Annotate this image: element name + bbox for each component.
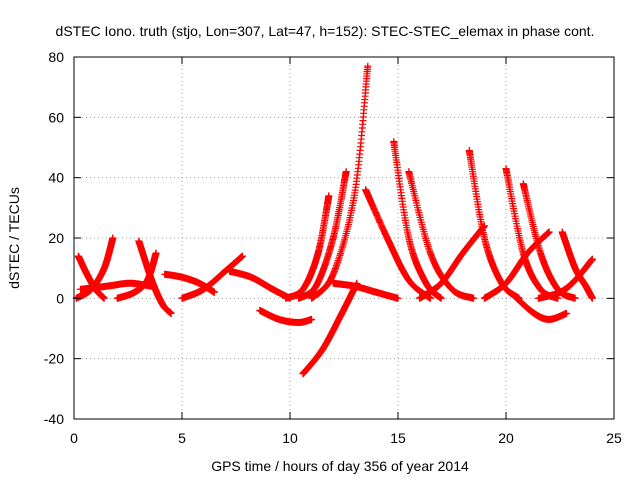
data-series [308, 62, 372, 302]
series-17-markers [416, 222, 488, 302]
y-axis-label: dSTEC / TECUs [6, 187, 22, 289]
data-series [465, 147, 523, 302]
data-series [256, 306, 316, 326]
data-series [178, 252, 246, 302]
y-tick-label: -40 [44, 411, 64, 427]
series-18-markers [465, 147, 523, 302]
series-23-markers [534, 255, 596, 302]
series-22-markers [513, 294, 570, 323]
data-series [299, 279, 361, 378]
data-series [416, 222, 488, 302]
data-series [282, 192, 333, 302]
x-tick-label: 10 [282, 430, 298, 446]
y-tick-label: 0 [56, 290, 64, 306]
series-11-markers [299, 279, 361, 378]
x-tick-label: 5 [178, 430, 186, 446]
data-series [519, 180, 579, 302]
chart-title: dSTEC Iono. truth (stjo, Lon=307, Lat=47… [56, 23, 595, 39]
y-tick-label: 60 [48, 109, 64, 125]
data-series [534, 255, 596, 302]
series-8-markers [256, 306, 316, 326]
x-tick-label: 15 [390, 430, 406, 446]
data-series [513, 294, 570, 323]
series-9-markers [282, 192, 333, 302]
series-13-markers [329, 279, 402, 302]
series-7-markers [226, 267, 294, 302]
x-tick-label: 0 [70, 430, 78, 446]
series-12-markers [308, 62, 372, 302]
data-series [329, 279, 402, 302]
y-tick-label: 80 [48, 49, 64, 65]
series-21-markers [519, 180, 579, 302]
y-tick-label: -20 [44, 351, 64, 367]
data-series [295, 168, 350, 302]
axes: 0 5 10 15 20 25 -40 -20 0 20 40 60 80 [44, 49, 622, 446]
y-tick-label: 20 [48, 230, 64, 246]
series-24-markers [558, 228, 596, 302]
x-tick-label: 20 [498, 430, 514, 446]
x-axis-label: GPS time / hours of day 356 of year 2014 [211, 458, 469, 474]
data-series [135, 237, 175, 317]
x-tick-label: 25 [606, 430, 622, 446]
data-series [226, 267, 294, 302]
grid-lines [74, 57, 614, 419]
data-points [72, 62, 596, 378]
series-4-markers [135, 237, 175, 317]
series-10-markers [295, 168, 350, 302]
y-tick-label: 40 [48, 170, 64, 186]
data-series [558, 228, 596, 302]
series-6-markers [178, 252, 246, 302]
